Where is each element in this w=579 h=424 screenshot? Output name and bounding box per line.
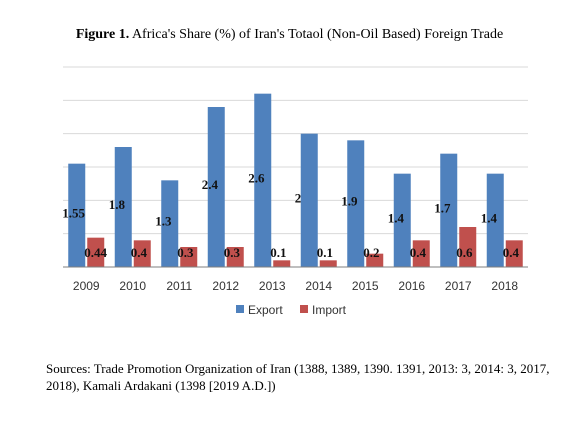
export-bar [161,180,179,267]
legend-swatch-import [300,305,308,313]
figure-label: Figure 1. [75,27,130,42]
x-tick-label: 2018 [491,279,518,293]
export-data-label: 1.4 [388,210,405,225]
export-bar [440,153,458,267]
import-data-label: 0.3 [177,245,194,260]
export-data-label: 1.7 [434,200,451,215]
import-data-label: 0.4 [131,245,148,260]
x-tick-label: 2016 [398,279,425,293]
x-tick-label: 2009 [73,279,100,293]
export-data-label: 1.4 [481,210,498,225]
import-bar [366,253,384,267]
import-data-label: 0.4 [410,245,427,260]
import-bar [133,240,151,267]
export-bar [68,163,86,267]
import-data-label: 0.1 [270,245,286,260]
source-note: Sources: Trade Promotion Organization of… [46,361,550,393]
export-bar [347,140,365,267]
x-tick-label: 2012 [212,279,239,293]
import-bar [319,260,337,267]
import-data-label: 0.2 [363,245,379,260]
export-bar [300,133,318,267]
x-tick-label: 2014 [305,279,332,293]
export-bar [254,93,272,268]
legend-swatch-export [236,305,244,313]
figure-title: Figure 1. Africa's Share (%) of Iran's T… [0,27,579,43]
x-tick-label: 2015 [352,279,379,293]
x-tick-label: 2011 [166,279,192,293]
import-bar [180,247,198,267]
import-bar [412,240,430,267]
import-bar [459,227,477,267]
export-bar [207,107,225,267]
figure-title-text: Africa's Share (%) of Iran's Totaol (Non… [129,27,504,42]
export-bar [114,147,132,267]
legend-label-export: Export [248,303,283,317]
export-data-label: 2.4 [202,177,219,192]
x-tick-label: 2017 [445,279,472,293]
import-data-label: 0.44 [84,245,107,260]
import-bar [273,260,291,267]
export-bar [393,173,411,267]
x-tick-label: 2010 [119,279,146,293]
import-data-label: 0.1 [317,245,333,260]
import-data-label: 0.4 [503,245,520,260]
x-tick-label: 2013 [259,279,286,293]
export-data-label: 2 [295,190,302,205]
import-data-label: 0.3 [224,245,241,260]
export-data-label: 1.8 [109,197,126,212]
import-bar [505,240,523,267]
export-data-label: 1.9 [341,194,358,209]
import-bar [87,237,105,267]
export-data-label: 2.6 [248,170,265,185]
export-data-label: 1.3 [155,214,172,229]
import-data-label: 0.6 [456,245,473,260]
import-bar [226,247,244,267]
legend-label-import: Import [312,303,347,317]
export-data-label: 1.55 [62,205,85,220]
export-bar [486,173,504,267]
